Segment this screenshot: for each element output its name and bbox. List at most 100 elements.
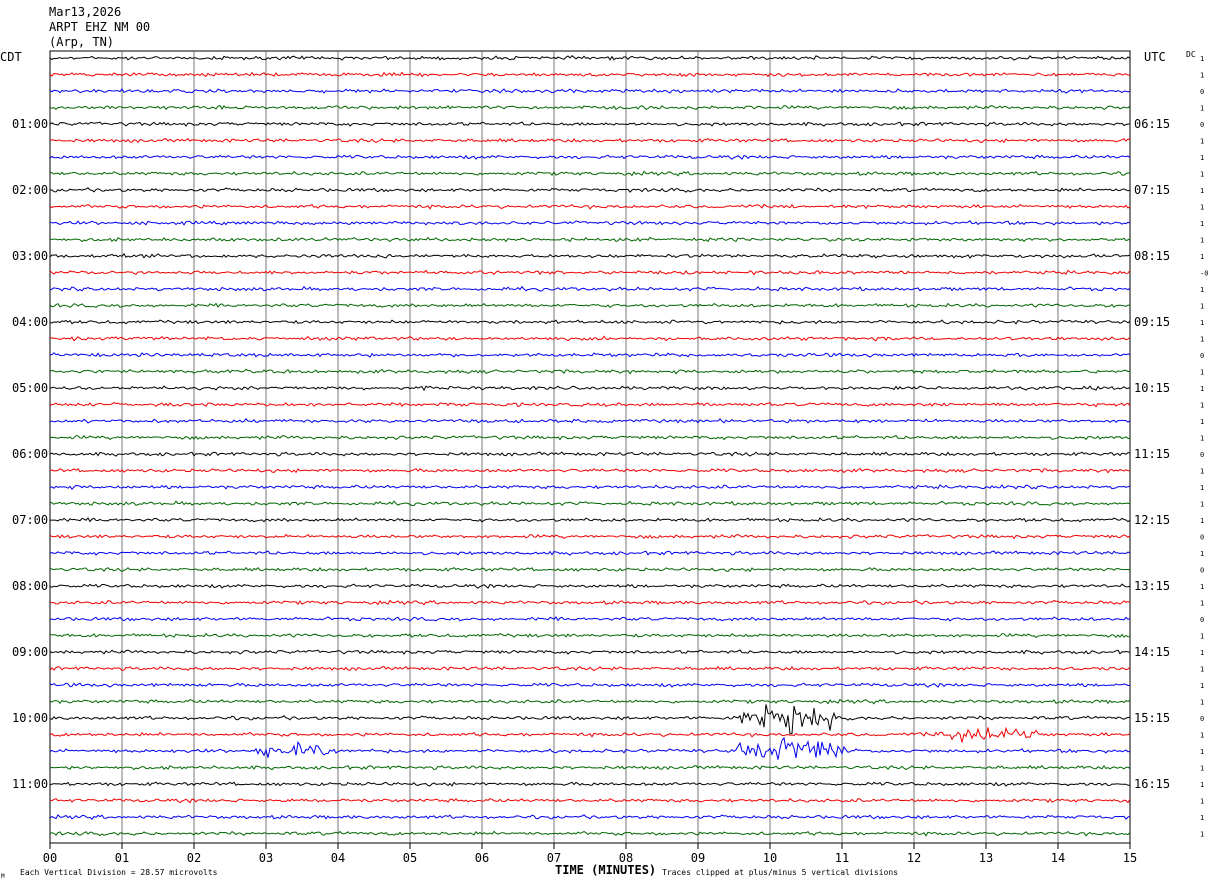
dc-value: 1 [1200,138,1204,146]
trace-row-38 [49,682,1130,688]
trace-row-44 [49,781,1131,787]
right-hour-label: 08:15 [1134,249,1170,263]
dc-value: 0 [1200,616,1204,624]
trace-row-4 [49,121,1131,127]
dc-value: 1 [1200,550,1204,558]
dc-value: 1 [1200,831,1204,839]
right-hour-label: 15:15 [1134,711,1170,725]
left-timezone-label: CDT [0,50,22,64]
dc-value: 1 [1200,319,1204,327]
dc-value: 1 [1200,501,1204,509]
right-hour-label: 16:15 [1134,777,1170,791]
dc-value: 0 [1200,352,1204,360]
dc-value: 0 [1200,451,1204,459]
dc-value: 1 [1200,814,1204,822]
dc-value: 1 [1200,105,1204,113]
trace-row-13 [49,269,1131,276]
x-tick-label: 08 [619,851,633,865]
trace-row-37 [49,665,1131,672]
dc-value: 1 [1200,154,1204,162]
scale-note: Each Vertical Division = 28.57 microvolt… [20,868,218,877]
x-tick-label: 02 [187,851,201,865]
dc-value: 1 [1200,72,1204,80]
left-hour-label: 07:00 [12,513,48,527]
trace-row-20 [49,385,1131,392]
x-tick-label: 10 [763,851,777,865]
dc-value: 1 [1200,303,1204,311]
right-hour-label: 07:15 [1134,183,1170,197]
dc-value: 0 [1200,121,1204,129]
dc-value: 1 [1200,765,1204,773]
x-tick-label: 14 [1051,851,1065,865]
dc-value: 1 [1200,699,1204,707]
x-tick-label: 05 [403,851,417,865]
dc-value: 1 [1200,633,1204,641]
trace-row-26 [49,484,1131,490]
dc-label: DC [1186,50,1196,59]
dc-value: -0 [1200,270,1208,278]
left-hour-label: 09:00 [12,645,48,659]
dc-value: 1 [1200,666,1204,674]
x-tick-label: 04 [331,851,345,865]
trace-row-24 [49,451,1131,457]
dc-value: 1 [1200,583,1204,591]
dc-value: 1 [1200,418,1204,426]
dc-value: 1 [1200,402,1204,410]
trace-row-28 [49,517,1131,523]
trace-row-27 [49,500,1131,507]
x-tick-label: 00 [43,851,57,865]
dc-value: 1 [1200,484,1204,492]
x-tick-layer: 00 01 02 03 04 05 06 07 08 09 10 11 12 13 14 15 [43,843,1137,865]
trace-row-6 [49,154,1131,160]
right-hour-label: 06:15 [1134,117,1170,131]
x-tick-label: 01 [115,851,129,865]
x-tick-label: 12 [907,851,921,865]
trace-row-10 [49,220,1131,226]
trace-row-9 [49,203,1131,210]
date-label: Mar13,2026 [49,5,121,19]
dc-value: 1 [1200,732,1204,740]
left-hour-label: 08:00 [12,579,48,593]
dc-value: 1 [1200,286,1204,294]
corner-mark: M [1,873,5,880]
dc-value: 1 [1200,649,1204,657]
dc-value: 0 [1200,715,1204,723]
trace-row-34 [49,616,1131,622]
trace-row-15 [49,302,1131,309]
left-hour-label: 02:00 [12,183,48,197]
dc-value: 1 [1200,369,1204,377]
location-label: (Arp, TN) [49,35,114,49]
x-tick-label: 13 [979,851,993,865]
right-timezone-label: UTC [1144,50,1166,64]
left-hour-label: 03:00 [12,249,48,263]
trace-row-43 [49,764,1131,771]
x-tick-label: 15 [1123,851,1137,865]
left-hour-label: 10:00 [12,711,48,725]
dc-value: 1 [1200,336,1204,344]
time-label-layer: 01:00 02:00 03:00 04:00 05:00 06:00 07:00 08:00… [12,117,1170,791]
trace-row-25 [49,467,1131,474]
trace-row-2 [49,88,1131,94]
left-hour-label: 05:00 [12,381,48,395]
trace-row-8 [49,187,1131,193]
right-hour-label: 13:15 [1134,579,1170,593]
x-tick-label: 07 [547,851,561,865]
trace-row-12 [49,253,1131,259]
station-label: ARPT EHZ NM 00 [49,20,150,34]
trace-row-33 [49,599,1131,606]
trace-row-32 [49,583,1131,589]
trace-row-39 [49,698,1131,705]
dc-value: 1 [1200,682,1204,690]
left-hour-label: 11:00 [12,777,48,791]
dc-value: 0 [1200,534,1204,542]
plot-frame [49,50,1131,844]
dc-value: 1 [1200,237,1204,245]
right-hour-label: 14:15 [1134,645,1170,659]
dc-value: 0 [1200,88,1204,96]
trace-row-47 [49,830,1131,837]
x-tick-label: 09 [691,851,705,865]
x-axis-title: TIME (MINUTES) [555,863,656,877]
trace-row-45 [49,797,1131,804]
right-hour-label: 10:15 [1134,381,1170,395]
